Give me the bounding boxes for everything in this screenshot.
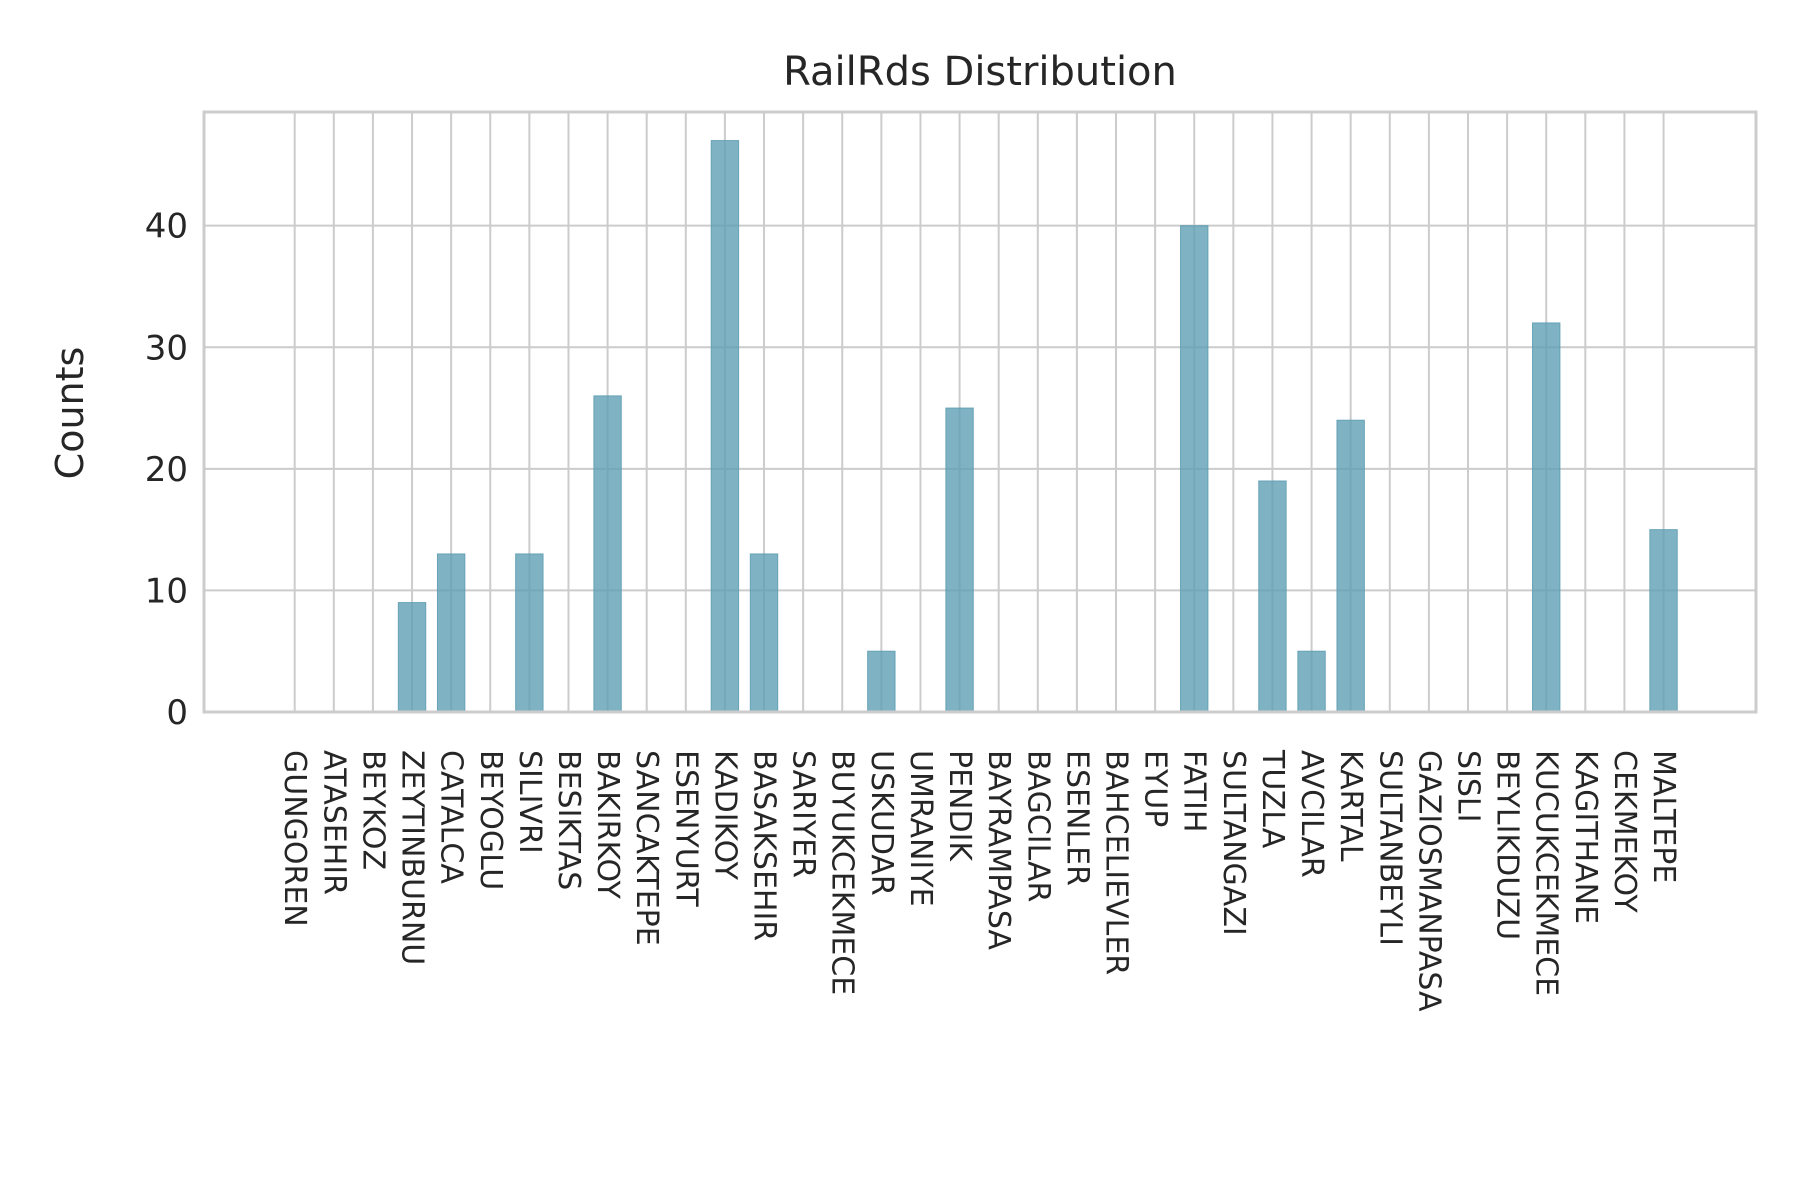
x-tick-label: BEYLIKDUZU (1490, 750, 1525, 940)
x-tick-label: ESENYURT (668, 750, 703, 907)
x-tick-label: USKUDAR (864, 750, 899, 896)
bar-maltepe (1649, 529, 1678, 713)
x-tick-label: BAGCILAR (1020, 750, 1055, 902)
x-tick-label: SANCAKTEPE (629, 750, 664, 946)
x-ticks-layer: GUNGOREN ATASEHIR BEYKOZ ZEYTINBURNU CATALCA… (277, 749, 1681, 1012)
x-tick-label: BASAKSEHIR (747, 750, 782, 941)
bar-zeytinburnu (397, 602, 427, 713)
x-tick-label: KARTAL (1333, 750, 1368, 862)
x-tick-label: BAHCELIEVLER (1099, 750, 1134, 975)
bar-bakirkoy (593, 395, 622, 713)
x-tick-label: SULTANBEYLI (1372, 750, 1407, 946)
bar-uskudar (867, 650, 896, 713)
y-tick-label: 40 (145, 207, 188, 247)
x-tick-label: KUCUKCEKMECE (1529, 750, 1564, 996)
x-tick-label: BEYOGLU (473, 750, 508, 890)
x-tick-label: KAGITHANE (1568, 750, 1603, 924)
chart-title: RailRds Distribution (783, 49, 1177, 95)
x-tick-label: BAKIRKOY (590, 750, 625, 899)
x-tick-label: SULTANGAZI (1216, 750, 1251, 936)
x-tick-label: ATASEHIR (316, 750, 351, 895)
x-tick-label: EYUP (1138, 750, 1173, 827)
x-tick-label: PENDIK (942, 750, 977, 862)
bar-silivri (515, 553, 544, 713)
bars-layer (397, 140, 1678, 713)
x-tick-label: FATIH (1177, 750, 1212, 832)
grid-layer (204, 112, 1756, 713)
y-axis-label: Counts (48, 347, 92, 480)
x-tick-label: AVCILAR (1294, 750, 1329, 878)
bar-kadikoy (710, 140, 740, 713)
bar-kartal (1336, 419, 1365, 713)
x-tick-label: SARIYER (786, 750, 821, 878)
x-tick-label: SILIVRI (512, 750, 547, 854)
x-tick-label: TUZLA (1255, 749, 1290, 849)
y-tick-label: 0 (166, 693, 188, 733)
y-ticks-layer: 0 10 20 30 40 (145, 207, 188, 733)
x-tick-label: BUYUKCEKMECE (825, 750, 860, 995)
bar-pendik (945, 407, 974, 713)
y-tick-label: 30 (145, 328, 188, 368)
x-tick-label: ZEYTINBURNU (395, 750, 430, 965)
bar-kucukcekmece (1532, 322, 1561, 713)
x-tick-label: SISLI (1451, 750, 1486, 823)
bar-basaksehir (749, 553, 779, 713)
x-tick-label: KADIKOY (707, 750, 742, 881)
x-tick-label: CATALCA (434, 750, 469, 884)
bar-catalca (436, 553, 466, 713)
y-tick-label: 10 (145, 571, 188, 611)
x-tick-label: UMRANIYE (903, 750, 938, 907)
x-tick-label: BESIKTAS (551, 750, 586, 890)
y-tick-label: 20 (145, 450, 188, 490)
x-tick-label: GAZIOSMANPASA (1411, 750, 1446, 1012)
bar-avcilar (1297, 650, 1326, 713)
x-tick-label: ESENLER (1059, 750, 1094, 886)
x-tick-label: BAYRAMPASA (981, 750, 1016, 950)
bar-fatih (1180, 225, 1209, 713)
x-tick-label: CEKMEKOY (1607, 750, 1642, 913)
plot-frame (202, 110, 1758, 714)
x-tick-label: BEYKOZ (355, 750, 390, 870)
x-tick-label: GUNGOREN (277, 750, 312, 927)
bar-tuzla (1258, 480, 1287, 713)
x-tick-label: MALTEPE (1646, 750, 1681, 883)
